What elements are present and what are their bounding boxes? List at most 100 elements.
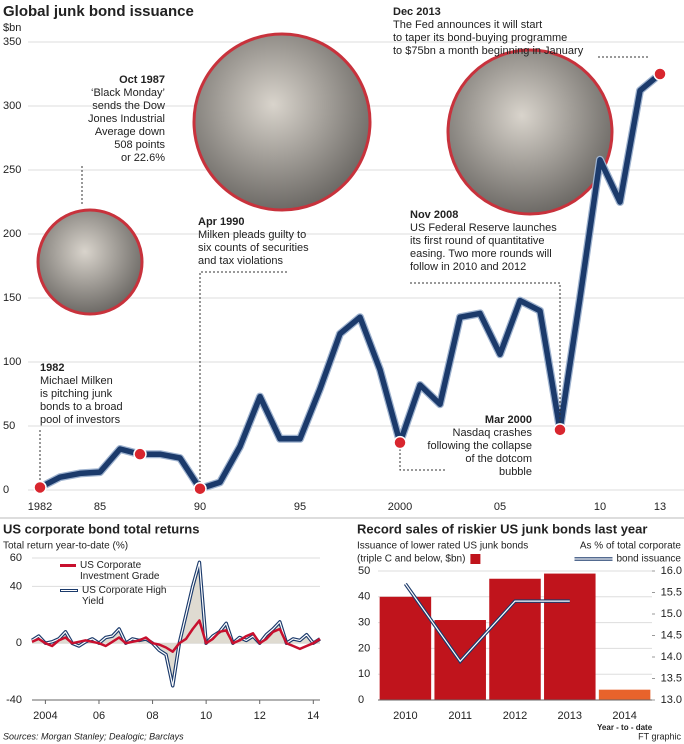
x-tick-label: 2013 — [558, 710, 582, 722]
legend-label: US Corporate High Yield — [82, 585, 167, 607]
highlight-dot — [393, 435, 407, 450]
annotation-text: to taper its bond-buying programme — [393, 32, 567, 44]
x-tick-label: 06 — [93, 710, 105, 722]
x-tick-label: 12 — [254, 710, 266, 722]
annotation-text: its first round of quantitative — [410, 235, 545, 247]
legend-item: US Corporate High Yield — [60, 585, 180, 607]
y-tick-label: 60 — [10, 552, 22, 564]
y2-tick-label: 16.0 — [661, 565, 682, 577]
y-tick-label: 150 — [3, 292, 21, 304]
bar — [489, 578, 541, 700]
x-tick-label: 2012 — [503, 710, 527, 722]
annotation-title: Nov 2008 — [410, 209, 458, 221]
y2-tick-label: 14.5 — [661, 629, 682, 641]
highlight-dot — [553, 423, 567, 437]
y2-tick-label: 15.5 — [661, 586, 682, 598]
y-axis-label: Issuance of lower rated US junk bonds — [357, 541, 528, 552]
annotation-text: sends the Dow — [92, 100, 165, 112]
annotation-text: follow in 2010 and 2012 — [410, 261, 526, 273]
y-tick-label: 40 — [358, 591, 370, 603]
x-tick-label: 1982 — [28, 501, 52, 513]
x-tick-label: 13 — [654, 501, 666, 513]
x-tick-label: 2010 — [393, 710, 417, 722]
annotation-text: ‘Black Monday’ — [91, 87, 165, 99]
annotation-text: The Fed announces it will start — [393, 19, 542, 31]
bar — [544, 573, 596, 700]
bar — [598, 689, 651, 700]
x-tick-label: 85 — [94, 501, 106, 513]
x-tick-label: 10 — [594, 501, 606, 513]
x-tick-label: 2004 — [33, 710, 57, 722]
y-tick-label: 50 — [3, 420, 15, 432]
y-tick-label: 30 — [358, 617, 370, 629]
leader-line — [399, 449, 445, 471]
chart-title: Record sales of riskier US junk bonds la… — [357, 521, 647, 536]
annotation-text: Nasdaq crashes — [453, 427, 533, 439]
y2-axis-label: As % of total corporate — [580, 541, 682, 552]
highlight-dot — [193, 481, 207, 496]
annotation-title: Oct 1987 — [119, 74, 165, 86]
legend-label: (triple C and below, $bn) — [357, 554, 465, 565]
x-tick-label: 10 — [200, 710, 212, 722]
annotation-text: pool of investors — [40, 414, 121, 426]
highlight-dot — [33, 480, 47, 495]
line-inner — [404, 583, 570, 663]
y-tick-label: 0 — [3, 484, 9, 496]
annotation-text: or 22.6% — [121, 152, 165, 164]
annotation-text: six counts of securities — [198, 242, 309, 254]
y2-tick-label: 13.0 — [661, 694, 682, 706]
annotation-text: easing. Two more rounds will — [410, 248, 552, 260]
y-tick-label: 100 — [3, 356, 21, 368]
y-tick-label: 20 — [358, 642, 370, 654]
annotation-title: Dec 2013 — [393, 6, 441, 18]
y-tick-label: 40 — [10, 580, 22, 592]
annotation-text: of the dotcom — [465, 453, 532, 465]
y-tick-label: 10 — [358, 668, 370, 680]
annotation-text: Michael Milken — [40, 375, 113, 387]
y-tick-label: 50 — [358, 565, 370, 577]
photo — [192, 32, 372, 212]
annotation-text: Jones Industrial — [88, 113, 165, 125]
y-tick-label: 0 — [358, 694, 364, 706]
annotation-title: Mar 2000 — [485, 414, 532, 426]
credit: FT graphic — [638, 731, 681, 741]
x-tick-label: 95 — [294, 501, 306, 513]
y2-tick-label: 15.0 — [661, 608, 682, 620]
sources: Sources: Morgan Stanley; Dealogic; Barcl… — [3, 731, 184, 741]
x-tick-label: 05 — [494, 501, 506, 513]
x-tick-label: 14 — [307, 710, 319, 722]
y-tick-label: 0 — [16, 637, 22, 649]
line — [31, 619, 321, 653]
x-tick-label: 2000 — [388, 501, 412, 513]
y-tick-label: 250 — [3, 164, 21, 176]
y-tick-label: 350 — [3, 36, 21, 48]
annotation-text: US Federal Reserve launches — [410, 222, 557, 234]
annotation-text: 508 points — [114, 139, 165, 151]
y2-tick-label: 14.0 — [661, 651, 682, 663]
highlight-dot — [133, 447, 147, 461]
y-tick-label: 300 — [3, 100, 21, 112]
annotation-text: following the collapse — [427, 440, 532, 452]
legend-item: US Corporate Investment Grade — [60, 560, 180, 582]
chart-title: US corporate bond total returns — [3, 521, 199, 536]
x-tick-label: 90 — [194, 501, 206, 513]
legend-swatch — [470, 554, 481, 564]
photo — [446, 48, 614, 216]
annotation-text: and tax violations — [198, 255, 283, 267]
y-tick-label: -40 — [6, 694, 22, 706]
category-note: Year - to - date — [597, 723, 653, 732]
y-axis-label: Total return year-to-date (%) — [3, 541, 128, 552]
x-tick-label: 08 — [146, 710, 158, 722]
bar — [379, 596, 432, 700]
annotation-text: Milken pleads guilty to — [198, 229, 306, 241]
y-axis-label: $bn — [3, 22, 21, 34]
x-tick-label: 2011 — [448, 710, 472, 722]
annotation-text: to $75bn a month beginning in January — [393, 45, 584, 57]
legend-swatch — [60, 589, 78, 592]
annotation-title: 1982 — [40, 362, 64, 374]
leader-line — [199, 271, 287, 484]
legend-label: bond issuance — [617, 554, 682, 565]
legend-label: US Corporate Investment Grade — [80, 560, 160, 582]
